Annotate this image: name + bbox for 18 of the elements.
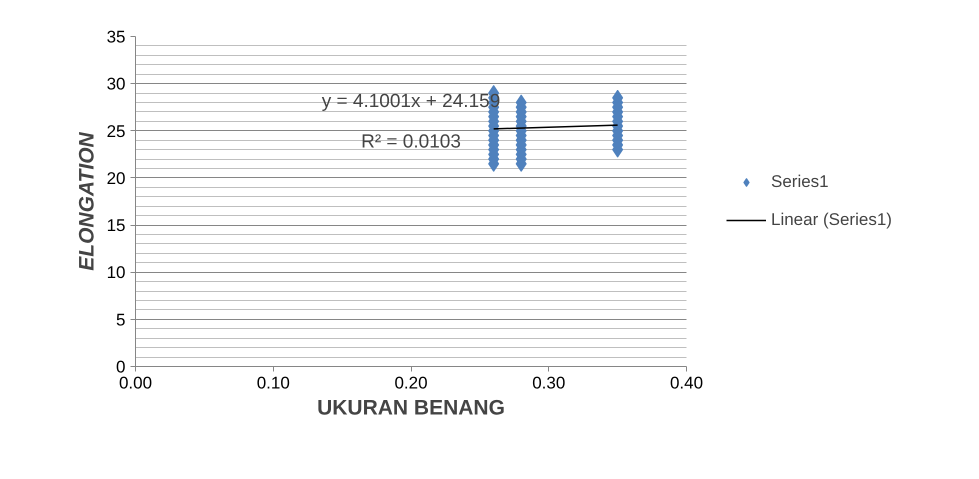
y-tick-label: 10 bbox=[106, 263, 126, 282]
x-tick-label: 0.00 bbox=[118, 374, 152, 392]
y-tick-label: 25 bbox=[106, 122, 126, 141]
x-tick-label: 0.30 bbox=[532, 374, 566, 392]
x-tick-label: 0.10 bbox=[256, 374, 290, 392]
y-axis-title: ELONGATION bbox=[76, 131, 99, 271]
x-axis-title: UKURAN BENANG bbox=[317, 396, 505, 420]
x-tick-label: 0.20 bbox=[394, 374, 428, 392]
y-tick-label: 15 bbox=[106, 216, 126, 236]
y-tick-label: 30 bbox=[106, 74, 126, 94]
y-tick-label: 20 bbox=[106, 168, 126, 188]
y-tick-label: 35 bbox=[106, 28, 126, 46]
y-tick-label: 0 bbox=[116, 358, 126, 376]
y-tick-label: 5 bbox=[116, 310, 126, 330]
legend-label: Linear (Series1) bbox=[771, 210, 892, 230]
legend-label: Series1 bbox=[771, 172, 829, 192]
annotation: R² = 0.0103 bbox=[361, 132, 461, 153]
x-tick-label: 0.40 bbox=[670, 374, 704, 392]
